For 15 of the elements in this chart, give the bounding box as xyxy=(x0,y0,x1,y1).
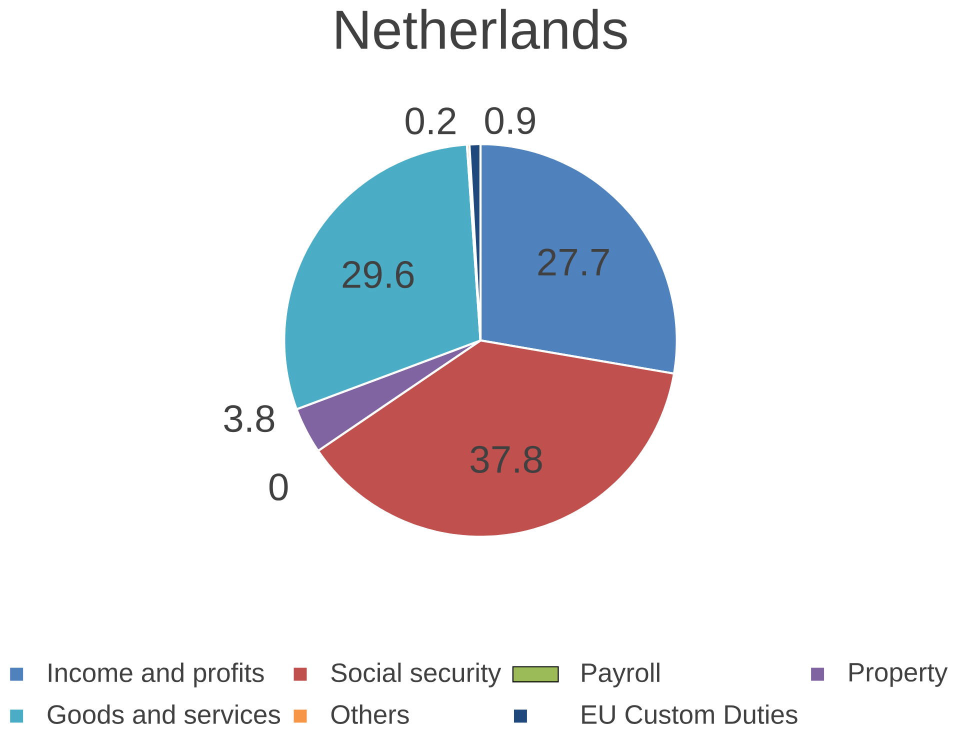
chart-title: Netherlands xyxy=(336,8,627,50)
data-label: 3.8 xyxy=(224,404,274,432)
data-label: 0.9 xyxy=(485,106,535,134)
data-label: 37.8 xyxy=(470,446,542,473)
legend-label: Property xyxy=(850,663,948,687)
legend-label: Others xyxy=(331,704,409,724)
data-label: 27.7 xyxy=(538,248,609,276)
legend-label: EU Custom Duties xyxy=(582,704,798,724)
data-label: 0.2 xyxy=(406,107,456,134)
text: 0 xyxy=(269,473,288,500)
data-label: 29.6 xyxy=(342,260,414,288)
legend-label: Payroll xyxy=(582,662,660,688)
legend-label: Social security xyxy=(331,662,502,688)
legend-label: Goods and services xyxy=(48,704,280,724)
legend-label: Income and profits xyxy=(48,662,264,688)
